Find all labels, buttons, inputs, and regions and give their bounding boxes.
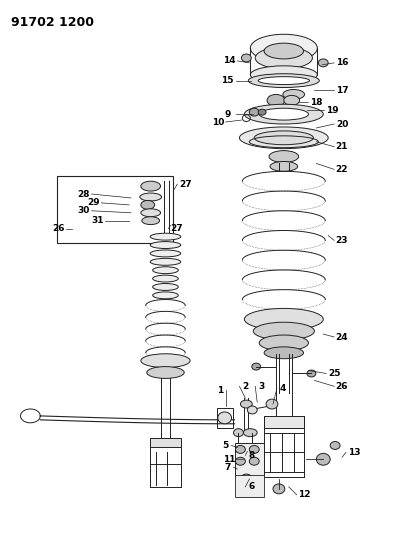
Text: 5: 5 xyxy=(222,441,229,450)
Ellipse shape xyxy=(283,90,304,99)
Ellipse shape xyxy=(147,367,184,378)
Ellipse shape xyxy=(243,429,257,437)
Ellipse shape xyxy=(270,161,298,171)
Ellipse shape xyxy=(330,441,340,449)
Text: 19: 19 xyxy=(326,106,338,115)
Text: 15: 15 xyxy=(221,76,234,85)
Text: 4: 4 xyxy=(280,384,286,393)
Ellipse shape xyxy=(253,322,314,340)
Ellipse shape xyxy=(240,400,252,408)
Ellipse shape xyxy=(249,108,259,116)
Ellipse shape xyxy=(141,209,160,217)
Text: 6: 6 xyxy=(248,482,254,491)
Ellipse shape xyxy=(141,200,155,209)
Bar xyxy=(234,442,264,477)
Polygon shape xyxy=(150,438,181,447)
Ellipse shape xyxy=(150,259,181,265)
Ellipse shape xyxy=(236,454,249,465)
Text: 17: 17 xyxy=(336,86,348,95)
Ellipse shape xyxy=(142,217,160,224)
Text: 7: 7 xyxy=(224,463,231,472)
Ellipse shape xyxy=(249,446,259,454)
Ellipse shape xyxy=(248,74,319,87)
Text: 27: 27 xyxy=(170,224,183,233)
Ellipse shape xyxy=(150,233,181,240)
Text: 25: 25 xyxy=(328,369,340,378)
Ellipse shape xyxy=(273,484,285,494)
Ellipse shape xyxy=(236,446,245,454)
Text: 31: 31 xyxy=(91,216,104,225)
Ellipse shape xyxy=(258,109,266,115)
Ellipse shape xyxy=(318,59,328,67)
Ellipse shape xyxy=(218,412,232,424)
Ellipse shape xyxy=(259,108,308,120)
Ellipse shape xyxy=(240,127,328,149)
Text: 24: 24 xyxy=(336,333,348,342)
Text: 13: 13 xyxy=(348,448,360,457)
Bar xyxy=(57,176,173,244)
Ellipse shape xyxy=(284,95,300,106)
Ellipse shape xyxy=(269,151,299,163)
Polygon shape xyxy=(264,416,304,427)
Text: 21: 21 xyxy=(336,142,348,151)
Ellipse shape xyxy=(255,47,312,69)
Text: 3: 3 xyxy=(258,382,264,391)
Ellipse shape xyxy=(249,457,259,465)
Ellipse shape xyxy=(258,77,310,85)
Text: 10: 10 xyxy=(212,118,224,126)
Ellipse shape xyxy=(244,309,323,330)
Text: 20: 20 xyxy=(336,119,348,128)
Bar xyxy=(217,408,232,427)
Text: 91702 1200: 91702 1200 xyxy=(11,15,94,29)
Ellipse shape xyxy=(240,474,252,484)
Ellipse shape xyxy=(264,347,304,359)
Ellipse shape xyxy=(153,275,178,282)
Text: 27: 27 xyxy=(179,180,192,189)
Ellipse shape xyxy=(242,54,251,62)
Text: 16: 16 xyxy=(336,59,348,67)
Ellipse shape xyxy=(141,181,160,191)
Text: 14: 14 xyxy=(223,56,236,66)
Ellipse shape xyxy=(236,457,245,465)
Ellipse shape xyxy=(250,66,317,84)
Ellipse shape xyxy=(307,370,316,377)
Ellipse shape xyxy=(264,43,304,59)
Text: 26: 26 xyxy=(52,224,64,233)
Ellipse shape xyxy=(150,241,181,248)
Ellipse shape xyxy=(153,284,178,290)
Text: 11: 11 xyxy=(223,455,236,464)
Text: 2: 2 xyxy=(242,382,248,391)
Text: 12: 12 xyxy=(298,490,311,499)
Ellipse shape xyxy=(266,399,278,409)
Text: 18: 18 xyxy=(310,98,323,107)
Ellipse shape xyxy=(244,104,323,124)
Bar xyxy=(234,475,264,497)
Text: 9: 9 xyxy=(224,110,231,119)
Ellipse shape xyxy=(254,131,314,145)
Ellipse shape xyxy=(247,406,257,414)
Ellipse shape xyxy=(140,193,162,201)
Text: 28: 28 xyxy=(77,190,90,198)
Ellipse shape xyxy=(316,454,330,465)
Text: 22: 22 xyxy=(336,165,348,174)
Ellipse shape xyxy=(234,429,243,437)
Ellipse shape xyxy=(267,94,285,106)
Text: 29: 29 xyxy=(87,198,100,207)
Ellipse shape xyxy=(252,363,261,370)
Ellipse shape xyxy=(153,292,178,299)
Text: 8: 8 xyxy=(248,451,254,460)
Text: 1: 1 xyxy=(216,386,223,395)
Ellipse shape xyxy=(250,34,317,62)
Ellipse shape xyxy=(141,354,190,368)
Ellipse shape xyxy=(153,266,178,273)
Text: 23: 23 xyxy=(336,236,348,245)
Ellipse shape xyxy=(150,250,181,257)
Text: 26: 26 xyxy=(336,382,348,391)
Text: 30: 30 xyxy=(78,206,90,215)
Ellipse shape xyxy=(259,335,308,351)
